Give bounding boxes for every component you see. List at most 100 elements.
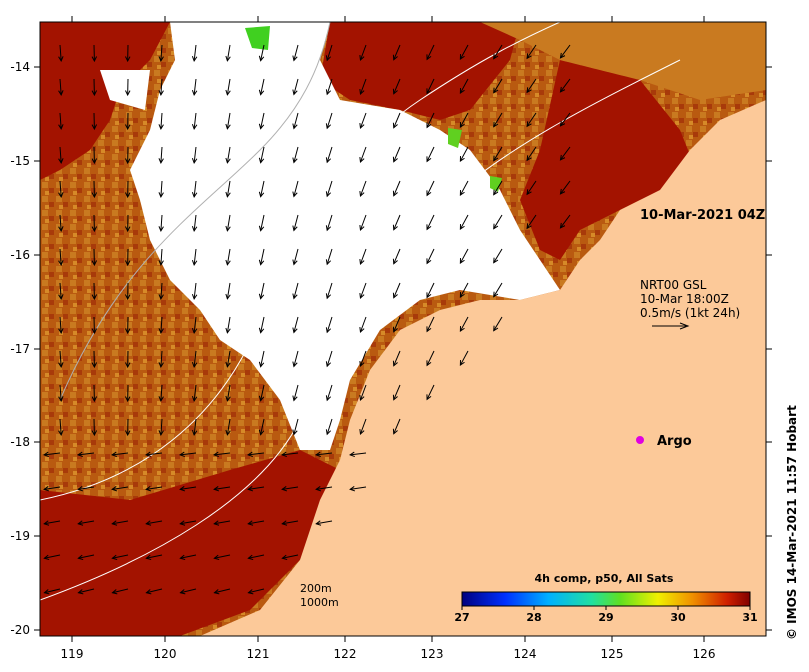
current-arrow-head	[559, 86, 566, 93]
current-arrow-head	[191, 90, 198, 96]
current-arrow-head	[493, 189, 499, 196]
current-arrow-shaft	[326, 78, 333, 95]
current-arrow-shaft	[359, 78, 367, 95]
current-arrow-shaft	[459, 44, 469, 60]
current-arrow-shaft	[560, 180, 571, 195]
current-arrow-head	[359, 326, 365, 334]
current-arrow-shaft	[426, 44, 435, 60]
current-arrow-shaft	[160, 78, 163, 95]
current-arrow-head	[145, 589, 152, 595]
current-arrow-head	[292, 225, 298, 232]
current-arrow-shaft	[160, 248, 163, 265]
current-arrow-head	[213, 486, 220, 492]
current-arrow-shaft	[226, 384, 231, 401]
current-arrow-head	[459, 190, 465, 197]
current-arrow-head	[58, 362, 64, 369]
current-arrow-head	[325, 191, 332, 198]
current-arrow-head	[125, 158, 131, 165]
argo-marker[interactable]	[636, 436, 644, 444]
colorbar-ticks: 27 28 29 30 31	[454, 606, 758, 624]
current-arrow-shaft	[59, 44, 62, 61]
current-arrow-head	[392, 224, 398, 231]
current-arrow-head	[493, 155, 499, 162]
current-arrow-shaft	[426, 180, 435, 196]
lat-tick-label: -19	[10, 529, 30, 543]
current-arrow-shaft	[59, 418, 62, 435]
current-arrow-shaft	[260, 78, 265, 95]
current-arrow-shaft	[326, 112, 333, 129]
timestamp-label: 10-Mar-2021 04Z	[640, 208, 765, 223]
lon-tick-label: 123	[421, 647, 444, 661]
current-arrow-shaft	[214, 520, 231, 525]
current-arrow-head	[225, 361, 231, 368]
current-arrow-shaft	[44, 554, 61, 559]
current-arrow-shaft	[260, 44, 265, 61]
current-arrow-head	[158, 328, 164, 335]
colorbar-tick-label: 27	[454, 611, 469, 624]
current-arrow-shaft	[293, 248, 299, 265]
current-arrow-head	[292, 191, 298, 198]
current-arrow-shaft	[59, 248, 62, 265]
current-arrow-head	[349, 451, 355, 458]
current-arrow-head	[91, 362, 98, 369]
current-arrow-shaft	[426, 112, 435, 128]
current-arrow-head	[392, 54, 398, 61]
current-arrow-shaft	[248, 554, 265, 559]
current-arrow-head	[325, 225, 332, 232]
current-arrow-head	[58, 90, 64, 97]
current-arrow-head	[179, 589, 186, 595]
current-arrow-shaft	[493, 282, 503, 297]
current-arrow-shaft	[293, 418, 299, 435]
current-arrow-head	[526, 121, 532, 128]
current-arrow-shaft	[146, 554, 163, 559]
current-arrow-head	[392, 326, 398, 333]
current-arrow-head	[258, 327, 265, 334]
current-arrow-shaft	[226, 44, 231, 61]
current-arrow-head	[359, 292, 365, 300]
lon-tick-label: 122	[334, 647, 357, 661]
current-arrow-head	[77, 554, 84, 561]
current-arrow-head	[91, 90, 98, 97]
current-arrow-head	[145, 451, 151, 458]
current-arrow-shaft	[248, 452, 265, 456]
current-arrow-head	[392, 258, 398, 265]
current-arrow-shaft	[293, 180, 299, 197]
current-arrow-head	[359, 258, 365, 266]
current-arrow-head	[43, 520, 50, 526]
current-arrow-head	[459, 122, 465, 129]
current-arrow-head	[111, 554, 118, 561]
current-arrow-shaft	[326, 44, 333, 61]
current-arrow-head	[125, 396, 131, 403]
current-arrow-shaft	[112, 554, 129, 559]
lat-tick-label: -14	[10, 60, 30, 74]
current-arrow-head	[392, 88, 398, 95]
current-arrow-shaft	[260, 112, 265, 129]
current-arrow-shaft	[59, 146, 62, 163]
current-arrow-shaft	[493, 146, 503, 161]
current-arrow-head	[559, 52, 566, 59]
no-data-cloud	[130, 22, 560, 450]
current-arrow-head	[58, 158, 64, 165]
current-arrow-shaft	[359, 112, 367, 129]
current-arrow-shaft	[426, 78, 435, 94]
current-arrow-shaft	[393, 384, 401, 400]
current-arrow-shaft	[359, 316, 367, 333]
current-arrow-shaft	[459, 248, 469, 264]
current-arrow-head	[392, 156, 398, 163]
current-arrow-head	[125, 430, 131, 437]
current-arrow-head	[493, 223, 499, 230]
current-arrow-shaft	[459, 146, 469, 162]
lon-tick-label: 124	[514, 647, 537, 661]
current-arrow-shaft	[193, 350, 197, 367]
current-arrow-shaft	[560, 78, 571, 93]
current-arrow-head	[145, 554, 152, 561]
mid-region-ne	[480, 22, 766, 100]
current-arrow-head	[359, 428, 365, 436]
current-arrow-shaft	[180, 520, 197, 525]
current-arrow-head	[325, 55, 332, 62]
current-arrow-shaft	[226, 180, 231, 197]
current-arrow-head	[191, 260, 198, 266]
contour-label-1000m: 1000m	[300, 596, 339, 609]
current-arrow-shaft	[59, 214, 62, 231]
